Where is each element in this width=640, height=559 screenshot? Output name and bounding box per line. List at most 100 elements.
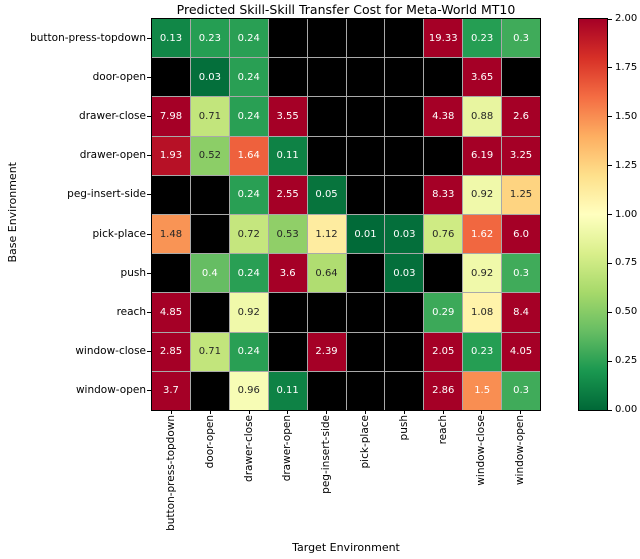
y-tick-label: drawer-open [79, 149, 146, 162]
heatmap-cell-value: 0.24 [237, 267, 260, 279]
y-tick-mark [147, 272, 151, 274]
heatmap-cell-value: 0.03 [393, 228, 416, 240]
colorbar-tick-label: 0.50 [615, 306, 638, 318]
heatmap-cell: 8.4 [502, 293, 540, 332]
heatmap-cell-value: 0.76 [432, 228, 455, 240]
heatmap-cell [307, 136, 346, 175]
heatmap-cell: 1.48 [152, 215, 190, 254]
heatmap-cell-value: 2.6 [513, 110, 529, 122]
heatmap-cell: 0.11 [268, 371, 307, 410]
heatmap-cell: 7.98 [152, 97, 190, 136]
heatmap-cell-value: 6.0 [513, 228, 529, 240]
heatmap-cell-value: 3.55 [276, 110, 299, 122]
heatmap-cell [346, 371, 385, 410]
colorbar-tick-label: 1.00 [615, 208, 638, 220]
x-tick-mark [481, 410, 483, 414]
heatmap-cell [346, 175, 385, 214]
heatmap-cell [307, 58, 346, 97]
heatmap-cell [152, 175, 190, 214]
heatmap-cell-value: 2.55 [276, 189, 299, 201]
x-tick-mark [403, 410, 405, 414]
heatmap-cell-value: 0.01 [354, 228, 377, 240]
y-tick-mark [147, 155, 151, 157]
y-tick-label: drawer-close [79, 110, 146, 123]
heatmap-cell: 4.85 [152, 293, 190, 332]
heatmap-cell-value: 0.71 [198, 110, 221, 122]
x-tick-label: drawer-open [281, 415, 294, 482]
y-tick-mark [147, 77, 151, 79]
y-axis-label: Base Environment [6, 162, 19, 263]
heatmap-cell: 2.86 [424, 371, 463, 410]
heatmap-cell-value: 1.5 [474, 385, 491, 397]
heatmap-cell: 0.3 [502, 19, 540, 58]
x-tick-mark [520, 410, 522, 414]
heatmap-cell [385, 332, 424, 371]
heatmap-grid: 0.13 0.23 0.24 19.33 0.23 0.3 0.03 0.24 3.65 7.98… [151, 18, 541, 411]
heatmap-cell-value: 3.7 [162, 385, 179, 397]
heatmap-cell-value: 0.23 [198, 32, 221, 44]
heatmap-cell: 1.12 [307, 215, 346, 254]
heatmap-cell: 1.64 [229, 136, 268, 175]
heatmap-cell-value: 3.65 [471, 71, 494, 83]
heatmap-cell: 1.93 [152, 136, 190, 175]
heatmap-cell-value: 3.25 [509, 150, 533, 162]
heatmap-cell [385, 175, 424, 214]
y-tick-label: pick-place [92, 227, 146, 240]
heatmap-cell: 1.08 [463, 293, 502, 332]
heatmap-cell-value: 0.92 [237, 306, 260, 318]
heatmap-cell: 0.52 [190, 136, 229, 175]
y-tick-mark [147, 116, 151, 118]
heatmap-cell-value: 1.64 [237, 150, 260, 162]
heatmap-cell-value: 4.05 [509, 346, 533, 358]
heatmap-cell: 0.92 [463, 254, 502, 293]
y-tick-label: button-press-topdown [30, 32, 146, 45]
heatmap-cell [346, 19, 385, 58]
heatmap-cell: 0.05 [307, 175, 346, 214]
heatmap-cell [385, 19, 424, 58]
heatmap-cell [268, 332, 307, 371]
heatmap-cell [346, 136, 385, 175]
heatmap-cell: 2.6 [502, 97, 540, 136]
heatmap-cell-value: 0.3 [513, 385, 529, 397]
heatmap-cell: 0.53 [268, 215, 307, 254]
heatmap-cell-value: 0.24 [237, 346, 260, 358]
heatmap-cell: 0.71 [190, 97, 229, 136]
heatmap-cell-value: 0.52 [198, 150, 221, 162]
heatmap-cell-value: 0.03 [198, 71, 221, 83]
heatmap-cell-value: 8.4 [513, 306, 529, 318]
heatmap-cell-value: 2.86 [432, 385, 455, 397]
heatmap-cell-value: 1.25 [509, 189, 533, 201]
heatmap-cell-value: 0.71 [198, 346, 221, 358]
heatmap-cell: 19.33 [424, 19, 463, 58]
heatmap-cell [424, 58, 463, 97]
heatmap-cell-value: 0.3 [513, 32, 529, 44]
x-tick-label: button-press-topdown [164, 415, 177, 531]
heatmap-cell: 3.65 [463, 58, 502, 97]
x-axis-label: Target Environment [292, 541, 400, 554]
heatmap-cell: 0.13 [152, 19, 190, 58]
heatmap-cell [346, 97, 385, 136]
heatmap-cell: 0.03 [385, 254, 424, 293]
x-tick-label: reach [436, 415, 449, 445]
heatmap-cell [346, 254, 385, 293]
x-tick-label: window-close [475, 415, 488, 486]
colorbar-tick-mark [608, 360, 612, 362]
heatmap-cell: 0.11 [268, 136, 307, 175]
heatmap-cell: 0.03 [385, 215, 424, 254]
heatmap-cell-value: 0.3 [513, 267, 529, 279]
heatmap-cell: 0.24 [229, 58, 268, 97]
heatmap-cell-value: 0.64 [315, 267, 338, 279]
x-tick-mark [287, 410, 289, 414]
heatmap-cell [346, 58, 385, 97]
heatmap-cell-value: 19.33 [428, 32, 458, 44]
heatmap-cell-value: 0.24 [237, 110, 260, 122]
heatmap-cell-value: 0.96 [237, 385, 260, 397]
heatmap-cell: 1.25 [502, 175, 540, 214]
heatmap-cell: 0.3 [502, 254, 540, 293]
heatmap-cell-value: 0.24 [237, 189, 260, 201]
heatmap-cell: 8.33 [424, 175, 463, 214]
x-tick-mark [209, 410, 211, 414]
heatmap-cell-value: 4.85 [159, 306, 183, 318]
colorbar-tick-label: 0.75 [615, 257, 638, 269]
heatmap-cell: 0.24 [229, 97, 268, 136]
